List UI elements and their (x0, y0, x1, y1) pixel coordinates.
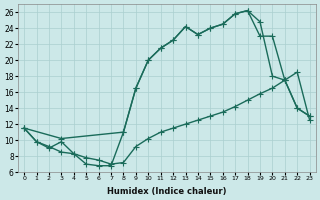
X-axis label: Humidex (Indice chaleur): Humidex (Indice chaleur) (107, 187, 227, 196)
